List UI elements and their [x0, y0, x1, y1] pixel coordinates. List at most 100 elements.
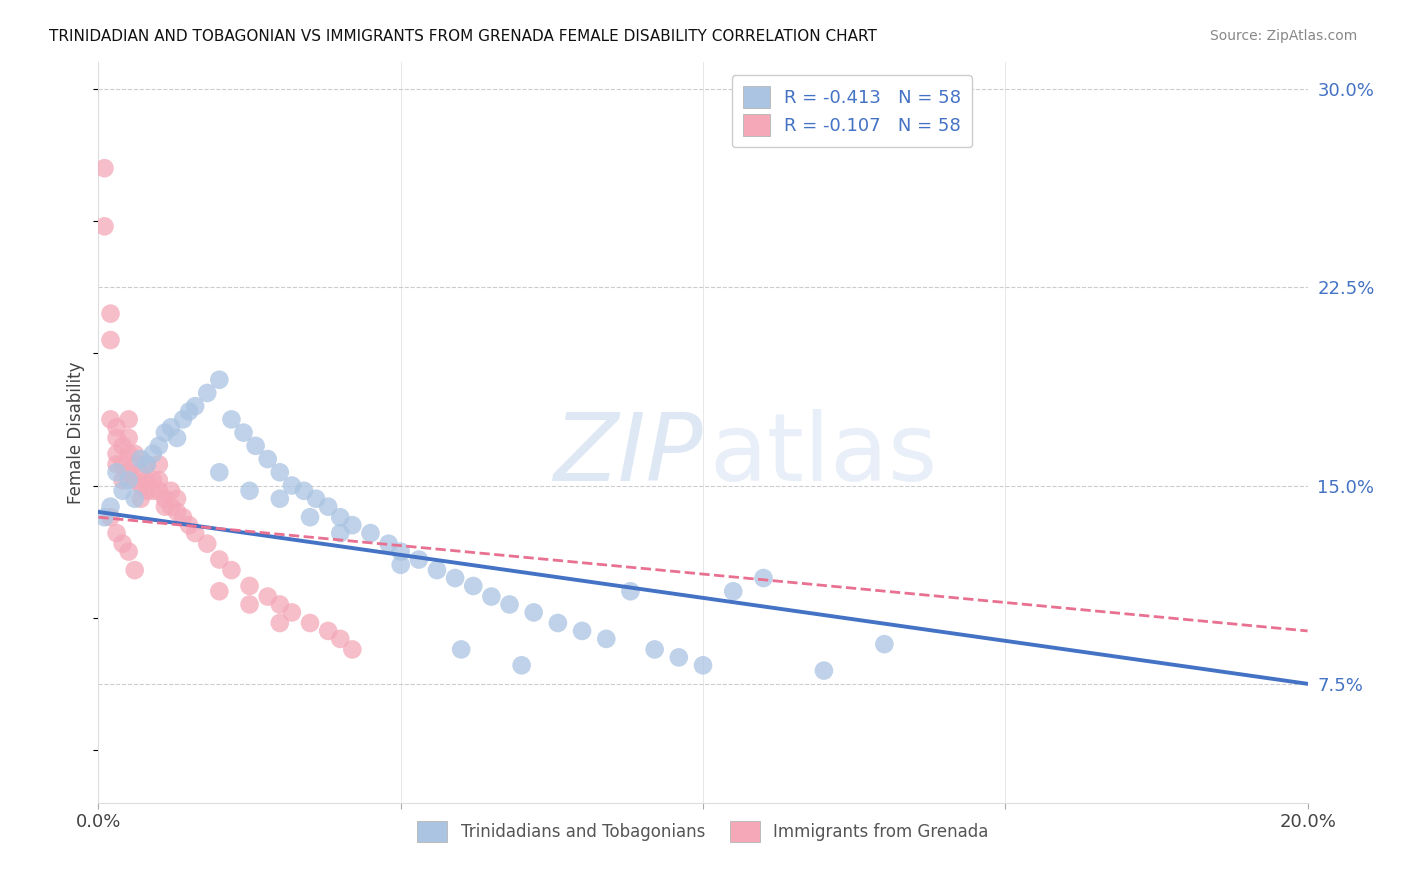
- Point: [184, 399, 207, 413]
- Point: [342, 518, 364, 533]
- Point: [269, 598, 291, 612]
- Point: [239, 598, 262, 612]
- Point: [148, 473, 170, 487]
- Point: [142, 483, 165, 498]
- Point: [160, 420, 183, 434]
- Point: [444, 571, 467, 585]
- Point: [329, 632, 352, 646]
- Point: [292, 483, 315, 498]
- Point: [389, 558, 412, 572]
- Point: [281, 606, 304, 620]
- Point: [360, 526, 382, 541]
- Point: [498, 598, 520, 612]
- Point: [245, 439, 267, 453]
- Point: [105, 465, 128, 479]
- Point: [873, 637, 896, 651]
- Point: [160, 500, 183, 514]
- Point: [100, 412, 122, 426]
- Point: [692, 658, 714, 673]
- Point: [208, 552, 231, 566]
- Point: [105, 526, 128, 541]
- Point: [129, 491, 152, 506]
- Point: [299, 510, 322, 524]
- Point: [100, 307, 122, 321]
- Text: Source: ZipAtlas.com: Source: ZipAtlas.com: [1209, 29, 1357, 43]
- Y-axis label: Female Disability: Female Disability: [67, 361, 86, 504]
- Point: [208, 465, 231, 479]
- Point: [118, 465, 141, 479]
- Point: [619, 584, 641, 599]
- Point: [316, 624, 339, 638]
- Point: [269, 615, 291, 630]
- Point: [129, 465, 152, 479]
- Point: [129, 478, 152, 492]
- Point: [377, 536, 399, 550]
- Point: [105, 447, 128, 461]
- Point: [571, 624, 593, 638]
- Point: [389, 544, 412, 558]
- Point: [281, 478, 304, 492]
- Point: [342, 642, 364, 657]
- Point: [221, 563, 243, 577]
- Point: [160, 483, 183, 498]
- Point: [408, 552, 430, 566]
- Point: [153, 500, 176, 514]
- Point: [111, 536, 134, 550]
- Point: [166, 491, 188, 506]
- Point: [166, 431, 188, 445]
- Point: [184, 526, 207, 541]
- Point: [100, 510, 122, 524]
- Point: [481, 590, 503, 604]
- Point: [153, 491, 176, 506]
- Point: [668, 650, 690, 665]
- Point: [813, 664, 835, 678]
- Point: [316, 500, 339, 514]
- Point: [305, 491, 328, 506]
- Point: [148, 458, 170, 472]
- Point: [124, 447, 146, 461]
- Point: [752, 571, 775, 585]
- Point: [153, 425, 176, 440]
- Text: ZIP: ZIP: [554, 409, 703, 500]
- Point: [232, 425, 254, 440]
- Point: [195, 386, 218, 401]
- Point: [105, 458, 128, 472]
- Point: [93, 219, 115, 234]
- Point: [269, 491, 291, 506]
- Point: [179, 518, 201, 533]
- Point: [124, 563, 146, 577]
- Point: [111, 458, 134, 472]
- Point: [239, 483, 262, 498]
- Point: [299, 615, 322, 630]
- Point: [208, 584, 231, 599]
- Point: [135, 483, 157, 498]
- Point: [111, 473, 134, 487]
- Point: [329, 526, 352, 541]
- Point: [179, 404, 201, 418]
- Point: [148, 439, 170, 453]
- Point: [129, 452, 152, 467]
- Point: [124, 491, 146, 506]
- Point: [135, 458, 157, 472]
- Point: [105, 431, 128, 445]
- Point: [644, 642, 666, 657]
- Point: [547, 615, 569, 630]
- Point: [100, 333, 122, 347]
- Point: [148, 483, 170, 498]
- Point: [166, 505, 188, 519]
- Point: [100, 500, 122, 514]
- Point: [118, 544, 141, 558]
- Point: [221, 412, 243, 426]
- Point: [124, 458, 146, 472]
- Point: [111, 439, 134, 453]
- Point: [426, 563, 449, 577]
- Text: TRINIDADIAN AND TOBAGONIAN VS IMMIGRANTS FROM GRENADA FEMALE DISABILITY CORRELAT: TRINIDADIAN AND TOBAGONIAN VS IMMIGRANTS…: [49, 29, 877, 44]
- Point: [118, 412, 141, 426]
- Point: [723, 584, 745, 599]
- Point: [142, 473, 165, 487]
- Point: [208, 373, 231, 387]
- Point: [523, 606, 546, 620]
- Point: [195, 536, 218, 550]
- Point: [172, 412, 194, 426]
- Point: [93, 510, 115, 524]
